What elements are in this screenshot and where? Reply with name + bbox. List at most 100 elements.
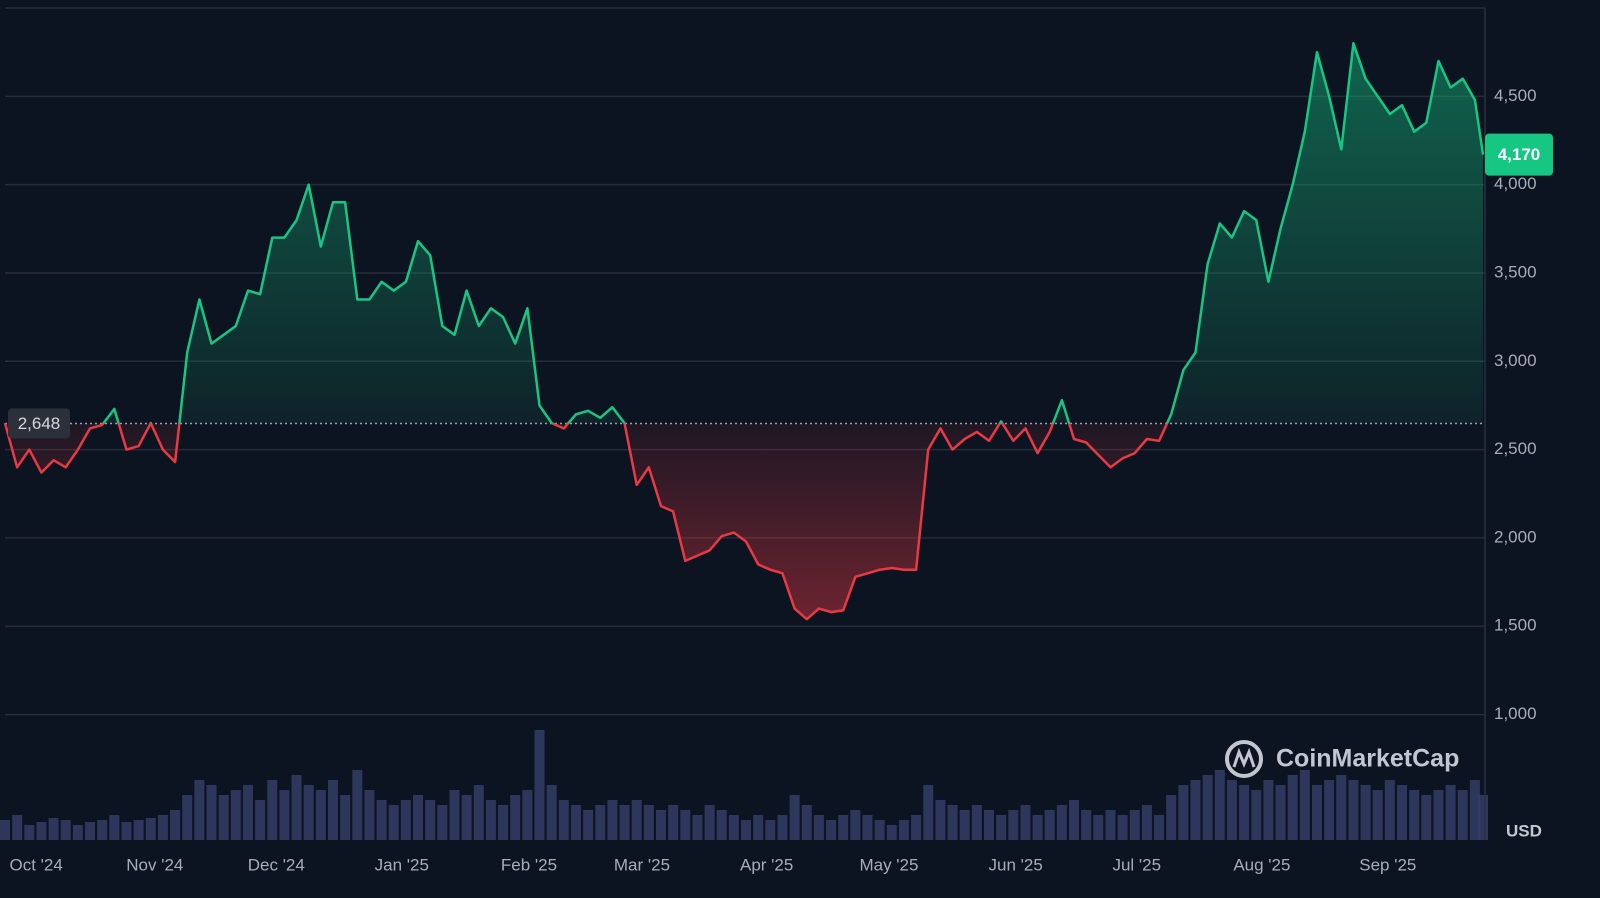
volume-bar (680, 810, 691, 840)
volume-bar (911, 815, 922, 840)
volume-bar (1457, 790, 1468, 840)
volume-bar (72, 825, 83, 840)
volume-bar (1008, 810, 1019, 840)
volume-bar (242, 785, 253, 840)
volume-bar (777, 815, 788, 840)
volume-bar (534, 730, 545, 840)
volume-bar (959, 810, 970, 840)
volume-bar (1397, 785, 1408, 840)
volume-bar (461, 795, 472, 840)
volume-bar (801, 805, 812, 840)
volume-bar (109, 815, 120, 840)
volume-bar (1336, 775, 1347, 840)
x-tick-label: Jan '25 (375, 855, 429, 874)
volume-bar (753, 815, 764, 840)
volume-bar (1324, 780, 1335, 840)
plot (3, 42, 1485, 621)
volume-bar (619, 805, 630, 840)
volume-bar (704, 805, 715, 840)
volume-bar (595, 805, 606, 840)
volume-bar (522, 790, 533, 840)
labels: 1,000 1,500 2,000 2,500 3,000 3,500 4,000 4,500… (8, 86, 1553, 874)
x-tick-label: Dec '24 (248, 855, 305, 874)
volume-bar (400, 800, 411, 840)
volume-bar (182, 795, 193, 840)
volume-bar (1069, 800, 1080, 840)
volume-bar (24, 825, 35, 840)
volume-bar (765, 820, 776, 840)
volume-bar (1421, 795, 1432, 840)
volume-bar (388, 805, 399, 840)
volume-bar (473, 785, 484, 840)
volume-bar (48, 818, 59, 840)
volume-bar (1226, 780, 1237, 840)
x-tick-label: May '25 (859, 855, 918, 874)
volume-bar (668, 805, 679, 840)
volume-bar (583, 810, 594, 840)
volume-bar (728, 815, 739, 840)
volume-bar (157, 815, 168, 840)
volume-bar (546, 785, 557, 840)
volume-bar (498, 805, 509, 840)
volume-bar (983, 810, 994, 840)
volume-bar (1478, 795, 1488, 840)
x-tick-label: Feb '25 (501, 855, 557, 874)
volume-bar (352, 770, 363, 840)
volume-bar (1154, 815, 1165, 840)
volume-bar (1299, 770, 1310, 840)
volume-bar (170, 810, 181, 840)
y-tick-label: 4,000 (1494, 174, 1537, 193)
volume-bar (935, 800, 946, 840)
volume-bar (874, 820, 885, 840)
volume-bar (303, 785, 314, 840)
volume (0, 730, 1488, 840)
volume-bar (449, 790, 460, 840)
baseline-label-box (8, 408, 70, 439)
price-line-down (3, 423, 1169, 621)
volume-bar (631, 800, 642, 840)
volume-bar (194, 780, 205, 840)
y-tick-label: 4,500 (1494, 86, 1537, 105)
currency-label: USD (1506, 821, 1542, 840)
volume-bar (1044, 810, 1055, 840)
volume-bar (218, 795, 229, 840)
volume-bar (267, 780, 278, 840)
volume-bar (206, 785, 217, 840)
y-tick-label: 1,000 (1494, 704, 1537, 723)
volume-bar (1287, 775, 1298, 840)
volume-bar (425, 800, 436, 840)
volume-bar (1275, 785, 1286, 840)
volume-bar (1263, 780, 1274, 840)
volume-bar (1372, 790, 1383, 840)
volume-bar (1190, 780, 1201, 840)
volume-bar (1093, 815, 1104, 840)
x-tick-label: Sep '25 (1359, 855, 1416, 874)
volume-bar (0, 820, 10, 840)
volume-bar (1166, 795, 1177, 840)
volume-bar (607, 800, 618, 840)
volume-bar (255, 800, 266, 840)
x-tick-label: Jul '25 (1112, 855, 1161, 874)
volume-bar (279, 790, 290, 840)
volume-bar (1129, 810, 1140, 840)
volume-bar (1202, 775, 1213, 840)
volume-bar (898, 820, 909, 840)
volume-bar (570, 805, 581, 840)
volume-bar (826, 820, 837, 840)
x-tick-label: Aug '25 (1233, 855, 1290, 874)
y-tick-label: 2,500 (1494, 439, 1537, 458)
area-up (5, 43, 1483, 424)
volume-bar (862, 815, 873, 840)
x-tick-label: Mar '25 (614, 855, 670, 874)
volume-bar (813, 815, 824, 840)
volume-bar (1348, 780, 1359, 840)
volume-bar (230, 790, 241, 840)
volume-bar (741, 820, 752, 840)
volume-bar (1360, 785, 1371, 840)
x-tick-label: Jun '25 (989, 855, 1043, 874)
x-tick-label: Nov '24 (126, 855, 183, 874)
volume-bar (838, 815, 849, 840)
y-tick-label: 2,000 (1494, 527, 1537, 546)
volume-bar (1178, 785, 1189, 840)
